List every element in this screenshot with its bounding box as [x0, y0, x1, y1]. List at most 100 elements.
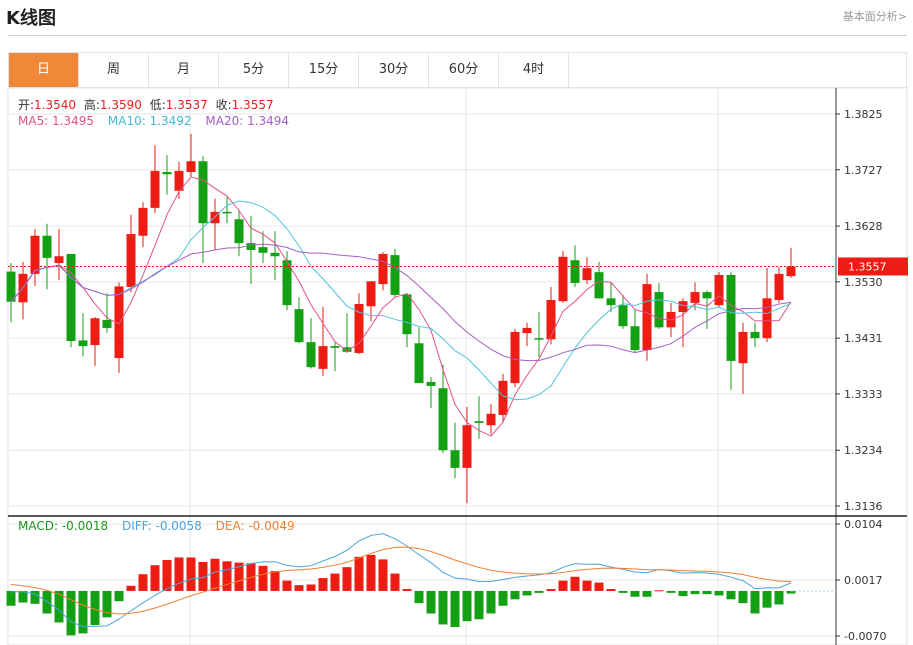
macd-bar-positive	[366, 554, 376, 591]
candle-down	[246, 243, 256, 250]
macd-bar-positive	[222, 561, 232, 591]
open-label: 开:	[18, 98, 35, 112]
candle-up	[486, 413, 496, 426]
macd-bar-negative	[714, 590, 724, 596]
candle-down	[78, 340, 88, 347]
candle-down	[618, 305, 628, 327]
macd-bar-positive	[138, 574, 148, 591]
tab-4hour[interactable]: 4时	[499, 53, 569, 87]
tab-month[interactable]: 月	[149, 53, 219, 87]
macd-bar-negative	[78, 590, 88, 634]
candle-down	[594, 272, 604, 299]
tab-week[interactable]: 周	[79, 53, 149, 87]
candle-down	[282, 260, 292, 306]
candle-up	[186, 161, 196, 173]
high-label: 高:	[83, 98, 100, 112]
macd-bar-negative	[414, 590, 424, 604]
candle-up	[354, 304, 364, 353]
macd-bar-negative	[54, 590, 64, 623]
candle-down	[306, 342, 316, 368]
candle-down	[702, 292, 712, 299]
candle-up	[498, 380, 508, 415]
candle-up	[546, 300, 556, 340]
candle-up	[318, 346, 328, 369]
macd-bar-negative	[762, 590, 772, 608]
macd-bar-negative	[738, 590, 748, 604]
tab-5min[interactable]: 5分	[219, 53, 289, 87]
macd-bar-negative	[102, 590, 112, 618]
candle-down	[42, 235, 52, 258]
macd-bar-negative	[774, 590, 784, 605]
macd-bar-negative	[66, 590, 76, 636]
macd-bar-positive	[570, 576, 580, 591]
candle-up	[642, 284, 652, 351]
macd-bar-negative	[726, 590, 736, 600]
candle-up	[174, 170, 184, 191]
open-value: 1.3540	[34, 98, 77, 112]
tab-15min[interactable]: 15分	[289, 53, 359, 87]
macd-bar-positive	[198, 561, 208, 591]
dea-value: DEA: -0.0049	[215, 519, 295, 533]
macd-bar-positive	[582, 580, 592, 591]
candle-up	[366, 281, 376, 307]
candle-down	[654, 292, 664, 328]
macd-bar-negative	[702, 590, 712, 595]
tab-60min[interactable]: 60分	[429, 53, 499, 87]
candle-up	[762, 298, 772, 339]
fundamental-analysis-link[interactable]: 基本面分析>	[842, 10, 907, 23]
macd-tick-label: -0.0070	[844, 630, 886, 643]
low-value: 1.3537	[165, 98, 208, 112]
macd-bar-negative	[438, 590, 448, 625]
candle-down	[414, 343, 424, 384]
macd-bar-negative	[522, 590, 532, 596]
high-value: 1.3590	[99, 98, 142, 112]
macd-bar-negative	[450, 590, 460, 627]
macd-bar-positive	[306, 584, 316, 591]
candle-up	[138, 207, 148, 236]
ma20-line	[10, 243, 792, 362]
last-price-badge	[838, 257, 908, 276]
macd-bar-positive	[186, 557, 196, 591]
macd-bar-negative	[90, 590, 100, 626]
candle-up	[690, 292, 700, 303]
candle-down	[198, 161, 208, 224]
macd-bar-negative	[678, 590, 688, 597]
tab-day[interactable]: 日	[9, 53, 79, 87]
macd-bar-positive	[126, 585, 136, 591]
tab-30min[interactable]: 30分	[359, 53, 429, 87]
price-tick-label: 1.3628	[844, 220, 883, 233]
macd-bar-positive	[558, 580, 568, 591]
ma20-value: MA20: 1.3494	[205, 114, 290, 128]
macd-bar-negative	[618, 590, 628, 593]
candle-down	[750, 331, 760, 339]
ma10-line	[10, 200, 792, 401]
page-title: K线图	[6, 8, 56, 29]
candle-up	[558, 256, 568, 302]
candle-down	[534, 338, 544, 340]
candle-down	[330, 346, 340, 348]
candle-up	[714, 275, 724, 306]
macd-bar-negative	[486, 590, 496, 614]
ohlc-legend: 开:1.3540 高:1.3590 低:1.3537 收:1.3557	[18, 96, 278, 113]
macd-bar-positive	[150, 565, 160, 591]
candle-down	[342, 347, 352, 352]
macd-bar-positive	[402, 589, 412, 591]
candle-up	[522, 327, 532, 334]
macd-bar-negative	[114, 590, 124, 602]
macd-bar-negative	[666, 590, 676, 593]
price-tick-label: 1.3333	[844, 388, 883, 401]
candle-up	[150, 170, 160, 208]
candle-up	[786, 266, 796, 277]
candle-down	[606, 298, 616, 306]
candle-down	[270, 252, 280, 257]
macd-bar-positive	[654, 590, 664, 592]
close-label: 收:	[215, 98, 232, 112]
candle-up	[30, 235, 40, 274]
macd-bar-negative	[498, 590, 508, 606]
candle-up	[678, 301, 688, 312]
price-tick-label: 1.3234	[844, 444, 883, 457]
candle-up	[126, 234, 136, 287]
macd-tick-label: 0.0104	[844, 518, 883, 531]
candle-down	[234, 219, 244, 244]
